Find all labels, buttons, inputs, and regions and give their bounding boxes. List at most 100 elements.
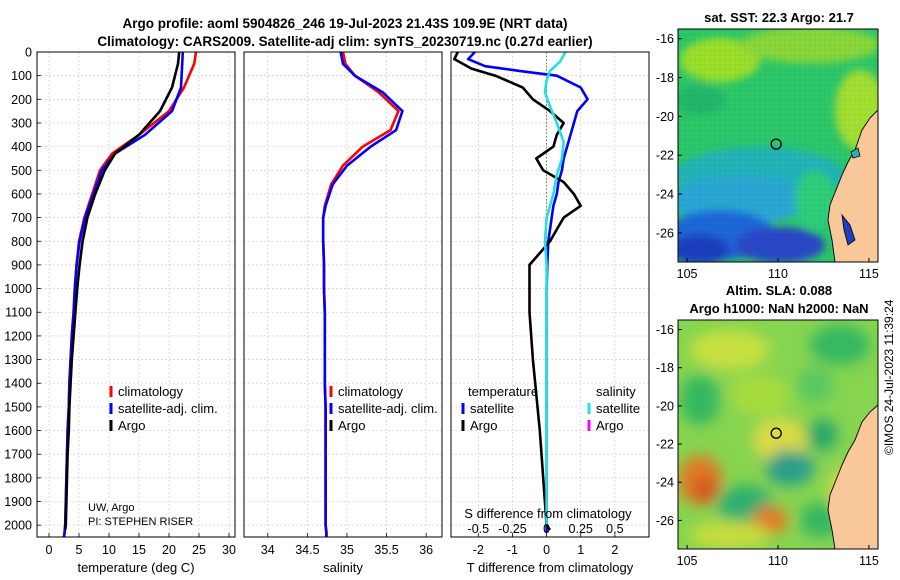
s-difference-axis-label: S difference from climatology [464,506,632,521]
depth-tick-label: 700 [11,211,32,225]
temperature-axis-label: temperature (deg C) [77,560,194,575]
temperature-profile-panel: 0100200300400500600700800900100011001200… [4,46,236,576]
map-y-tick-label: -22 [656,149,674,163]
map-x-tick-label: 105 [677,554,698,568]
salinity-profile-panel: 34 34.5 35 35.5 36 salinity climatology sate… [243,51,443,575]
depth-tick-label: 1600 [4,424,32,438]
legend-label-sal-argo: Argo [596,418,623,433]
series-line-climatology [62,51,198,538]
x-tick-label: -2 [473,543,484,557]
depth-tick-label: 1900 [4,495,32,509]
legend-header-temperature: temperature [468,384,538,399]
argo-float-marker [770,427,782,439]
depth-tick-label: 1100 [5,306,32,320]
x-tick-label: 5 [76,543,83,557]
depth-tick-label: 600 [11,187,32,201]
map-x-tick-label: 105 [677,267,698,281]
legend-label-temp-argo: Argo [470,418,497,433]
sla-map: Altim. SLA: 0.088 Argo h1000: NaN h2000:… [656,283,879,568]
x-tick-label: 15 [132,543,146,557]
map-y-tick-label: -26 [656,226,674,240]
x-tick-label: 35.5 [374,543,398,557]
sla-map-title-2: Argo h1000: NaN h2000: NaN [689,301,868,316]
salinity-panel-frame [243,51,443,538]
series-line-argo [63,51,181,531]
map-y-tick-label: -20 [656,399,674,413]
sla-land [827,404,878,549]
salinity-axis-label: salinity [323,560,363,575]
series-line-salinity-satellite [543,51,567,526]
depth-tick-label: 1400 [4,377,32,391]
credit-text: ©IMOS 24-Jul-2023 11:39:24 [882,299,896,455]
annotation-pi: PI: STEPHEN RISER [88,516,193,528]
map-x-tick-label: 110 [768,267,788,281]
legend-label-temp-satellite: satellite [470,401,514,416]
depth-tick-label: 1700 [4,448,32,462]
sla-map-title-1: Altim. SLA: 0.088 [726,283,832,298]
depth-tick-label: 1300 [4,353,32,367]
map-y-tick-label: -22 [656,438,674,452]
x-tick-label: 30 [222,543,236,557]
x-tick-label: 0 [543,543,550,557]
title-line-1: Argo profile: aoml 5904826_246 19-Jul-20… [123,16,568,31]
depth-tick-label: 900 [11,258,32,272]
map-y-tick-label: -24 [656,476,674,490]
depth-tick-label: 300 [11,116,32,130]
temperature-legend: climatology satellite-adj. clim. Argo [109,384,218,433]
map-x-tick-label: 115 [859,267,879,281]
depth-tick-label: 1200 [4,329,32,343]
argo-float-marker [770,138,782,150]
map-y-tick-label: -16 [656,323,674,337]
series-line-satellite-adj-clim- [321,51,404,537]
legend-label-satellite-adj: satellite-adj. clim. [338,401,438,416]
depth-tick-label: 800 [11,235,32,249]
x-tick-label: -1 [507,543,518,557]
sst-map-title: sat. SST: 22.3 Argo: 21.7 [704,10,854,25]
annotation-institution: UW, Argo [88,502,134,514]
series-line-satellite-adj-clim- [62,51,185,538]
map-y-tick-label: -26 [656,514,674,528]
map-y-tick-label: -20 [656,110,674,124]
salinity-legend: climatology satellite-adj. clim. Argo [329,384,438,433]
map-y-tick-label: -18 [656,71,674,85]
x-tick-label: 34 [261,543,275,557]
x-tick-label: 10 [102,543,116,557]
sst-map: sat. SST: 22.3 Argo: 21.7 [656,10,879,281]
depth-tick-label: 1800 [4,471,32,485]
depth-tick-label: 200 [11,93,32,107]
x-tick-label: 1 [577,543,584,557]
depth-tick-label: 400 [11,140,32,154]
depth-tick-label: 500 [11,164,32,178]
temperature-panel-frame [36,51,236,538]
depth-tick-label: 100 [11,69,32,83]
x-tick-label: 0 [46,543,53,557]
x-tick-label: 20 [162,543,176,557]
legend-label-satellite-adj: satellite-adj. clim. [118,401,218,416]
x-tick-label: 35 [340,543,354,557]
legend-label-climatology: climatology [338,384,404,399]
legend-label-sal-satellite: satellite [596,401,640,416]
series-line-temperature-argo [453,51,583,531]
x-tick-label: 25 [192,543,206,557]
legend-label-climatology: climatology [118,384,184,399]
series-line-climatology [321,51,400,537]
s-top-tick-label: 0.5 [606,522,623,536]
t-difference-axis-label: T difference from climatology [467,560,634,575]
depth-tick-label: 1000 [4,282,32,296]
legend-label-argo: Argo [118,418,145,433]
difference-profile-panel: -2 -1 0 1 2 T difference from climatology S … [450,51,650,575]
difference-panel-frame [450,51,650,538]
map-x-tick-label: 115 [859,554,879,568]
s-top-tick-label: -0.25 [498,522,527,536]
map-x-tick-label: 110 [768,554,788,568]
depth-tick-label: 2000 [4,519,32,533]
map-y-tick-label: -24 [656,188,674,202]
depth-tick-label: 0 [25,46,32,60]
sla-field [678,325,870,549]
x-tick-label: 34.5 [295,543,319,557]
map-y-tick-label: -16 [656,32,674,46]
difference-legend: temperature salinity satellite Argo sate… [461,384,640,433]
s-top-tick-label: 0.25 [569,522,593,536]
s-top-tick-label: 0 [543,522,550,536]
